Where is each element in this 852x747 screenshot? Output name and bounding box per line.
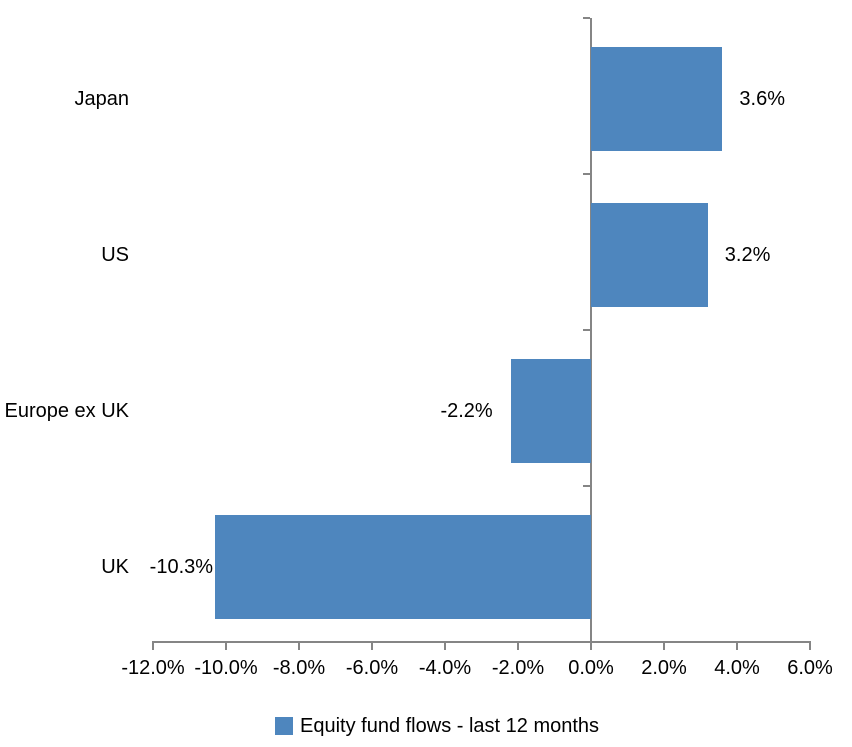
bar [591,203,708,307]
bar-value-label: -10.3% [149,556,214,578]
bar-value-label: -2.2% [440,400,493,422]
category-label: US [101,244,129,266]
x-axis-tick-label: -12.0% [121,657,185,679]
x-axis-tick [371,642,373,650]
x-axis-tick-label: -4.0% [418,657,472,679]
x-axis-tick [809,642,811,650]
x-axis-tick-label: -8.0% [272,657,326,679]
bar-value-label: 3.6% [739,88,785,110]
y-axis-tick [582,329,590,331]
y-axis-tick [582,173,590,175]
y-axis-tick [582,17,590,19]
legend-label: Equity fund flows - last 12 months [300,715,600,737]
x-axis-tick [590,642,592,650]
x-axis-tick-label: -2.0% [491,657,545,679]
x-axis-tick [736,642,738,650]
y-axis-tick [582,485,590,487]
x-axis-tick-label: -10.0% [194,657,258,679]
category-label: UK [101,556,129,578]
x-axis-tick [444,642,446,650]
x-axis-tick [517,642,519,650]
bar [591,47,723,151]
x-axis-line [152,641,811,643]
legend-marker [275,717,293,735]
x-axis-tick-label: 6.0% [787,657,833,679]
category-label: Japan [74,88,130,110]
x-axis-tick [152,642,154,650]
x-axis-tick-label: 0.0% [568,657,614,679]
legend: Equity fund flows - last 12 months [275,715,600,737]
bar [510,359,591,463]
x-axis-tick-label: 4.0% [714,657,760,679]
x-axis-tick-label: -6.0% [345,657,399,679]
x-axis-tick [663,642,665,650]
category-label: Europe ex UK [4,400,129,422]
bar-value-label: 3.2% [724,244,771,266]
y-axis-line [589,18,592,644]
x-axis-tick [298,642,300,650]
x-axis-tick-label: 2.0% [641,657,687,679]
x-axis-tick [225,642,227,650]
bar [215,515,591,619]
